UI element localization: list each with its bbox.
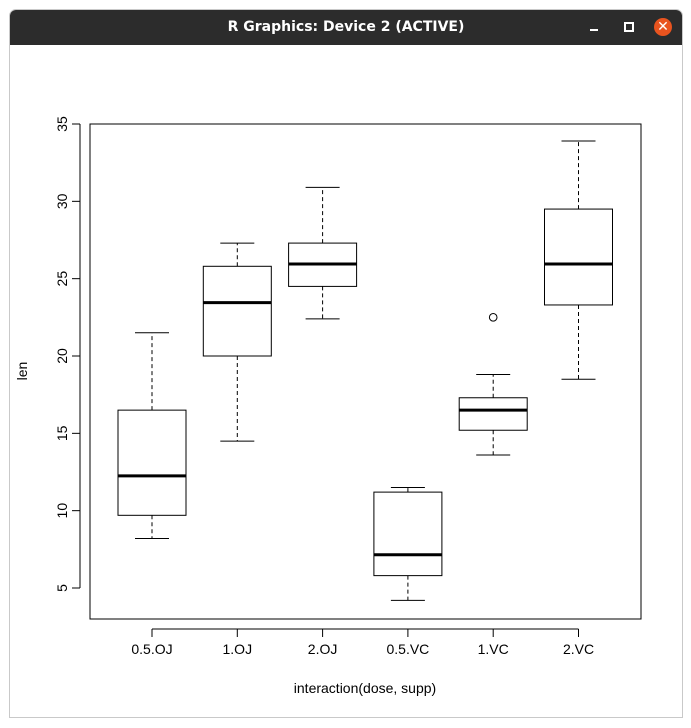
y-tick-label: 25: [54, 271, 70, 287]
y-tick-label: 30: [54, 193, 70, 209]
iqr-box: [117, 409, 187, 516]
y-axis-label: len: [14, 362, 30, 381]
box-0.5.OJ: [117, 332, 187, 540]
iqr-box: [458, 397, 528, 431]
x-tick-label: 1.OJ: [223, 641, 253, 657]
boxes-group: [117, 140, 613, 601]
box-1.VC: [458, 313, 528, 456]
x-tick-label: 0.5.VC: [386, 641, 429, 657]
iqr-box: [202, 265, 272, 357]
maximize-button[interactable]: [619, 17, 639, 37]
minimize-icon: [590, 28, 598, 31]
box-2.VC: [544, 140, 613, 380]
x-tick-label: 2.OJ: [308, 641, 338, 657]
maximize-icon: [624, 22, 634, 32]
box-0.5.VC: [373, 486, 443, 601]
y-tick-label: 20: [54, 348, 70, 364]
x-axis-label: interaction(dose, supp): [294, 680, 436, 696]
plot-frame: [89, 123, 642, 620]
r-graphics-window: R Graphics: Device 2 (ACTIVE) ✕ interact…: [9, 9, 683, 718]
iqr-box: [544, 208, 613, 306]
x-tick-label: 2.VC: [563, 641, 594, 657]
minimize-button[interactable]: [584, 17, 604, 37]
window-title: R Graphics: Device 2 (ACTIVE): [227, 19, 465, 35]
boxplot-chart: interaction(dose, supp) len 5 10 15 20 25 30 3…: [14, 116, 642, 696]
box-1.OJ: [202, 242, 272, 442]
x-tick-label: 1.VC: [478, 641, 509, 657]
y-axis: 5 10 15 20 25 30 35: [54, 116, 81, 592]
title-bar[interactable]: R Graphics: Device 2 (ACTIVE) ✕: [10, 10, 682, 45]
y-tick-label: 35: [54, 116, 70, 132]
box-2.OJ: [288, 186, 358, 320]
x-tick-label: 0.5.OJ: [131, 641, 172, 657]
close-button[interactable]: ✕: [653, 17, 673, 37]
close-icon: ✕: [654, 18, 672, 36]
iqr-box: [373, 491, 443, 577]
y-tick-label: 10: [54, 503, 70, 519]
y-tick-label: 5: [54, 584, 70, 592]
y-tick-label: 15: [54, 425, 70, 441]
x-axis: 0.5.OJ 1.OJ 2.OJ 0.5.VC 1.VC 2.VC: [131, 628, 594, 657]
outlier-point: [488, 313, 498, 322]
